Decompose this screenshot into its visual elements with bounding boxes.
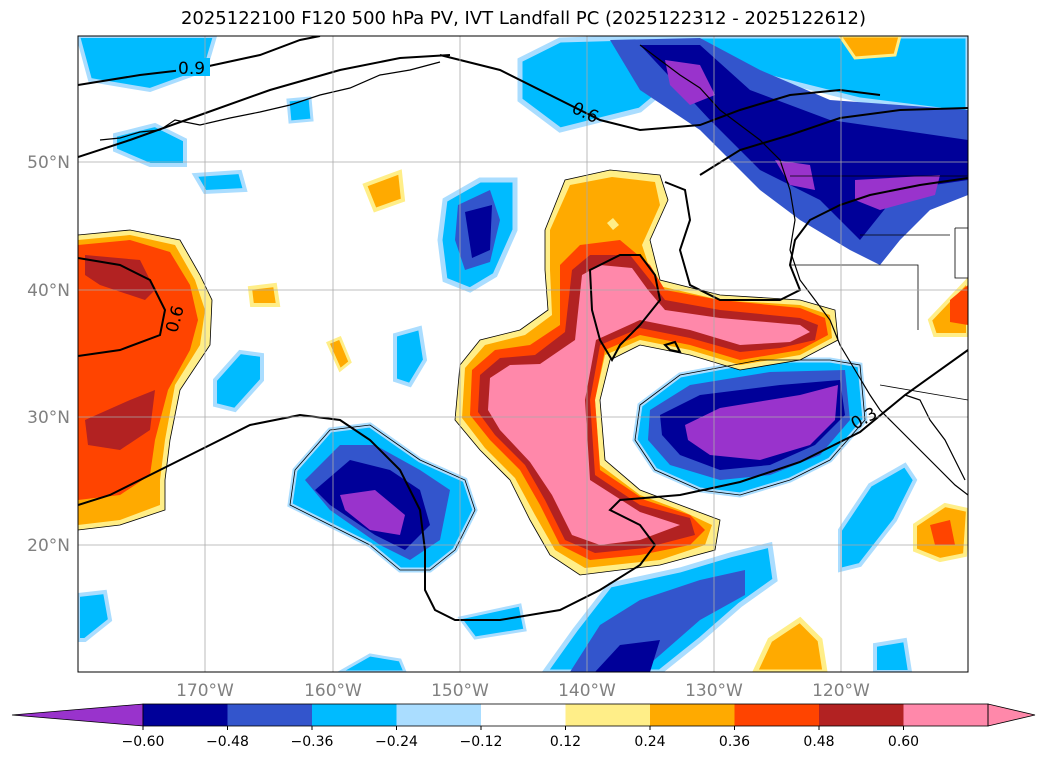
colorbar-segment — [396, 704, 482, 726]
pv-contour-outlines — [78, 169, 866, 576]
gridlines — [78, 36, 968, 672]
colorbar: −0.60 −0.48 −0.36 −0.24 −0.12 0.12 0.24 0.36 0.4… — [11, 703, 1036, 750]
colorbar-segment — [819, 704, 904, 726]
map-title: 2025122100 F120 500 hPa PV, IVT Landfall… — [180, 8, 867, 29]
state-borders — [790, 175, 968, 401]
colorbar-tick-label: 0.36 — [719, 734, 750, 750]
lat-label: 40°N — [27, 281, 70, 301]
colorbar-segment — [312, 704, 397, 726]
lon-label: 120°W — [812, 681, 870, 701]
lon-label: 170°W — [176, 681, 234, 701]
colorbar-tick-label: −0.36 — [291, 734, 334, 750]
colorbar-segment — [565, 704, 651, 726]
colorbar-segment — [650, 704, 735, 726]
colorbar-extend-high — [987, 703, 1036, 727]
lat-labels: 50°N 40°N 30°N 20°N — [27, 153, 70, 556]
colorbar-tick-label: 0.48 — [803, 734, 834, 750]
plot-frame — [77, 35, 969, 673]
colorbar-tick-label: −0.48 — [206, 734, 249, 750]
lon-label: 160°W — [304, 681, 362, 701]
lat-label: 20°N — [27, 536, 70, 556]
colorbar-segment — [481, 704, 566, 726]
colorbar-tick-label: 0.12 — [550, 734, 581, 750]
lon-label: 130°W — [685, 681, 743, 701]
colorbar-tick-label: −0.12 — [460, 734, 503, 750]
lat-label: 30°N — [27, 408, 70, 428]
pv-field — [78, 36, 968, 672]
colorbar-extend-low — [11, 703, 144, 727]
lon-label: 140°W — [558, 681, 616, 701]
colorbar-tick-label: 0.60 — [888, 734, 919, 750]
lon-label: 150°W — [431, 681, 489, 701]
contour-label: 0.9 — [178, 59, 205, 79]
colorbar-tick-label: −0.60 — [122, 734, 165, 750]
colorbar-tick-label: 0.24 — [634, 734, 665, 750]
colorbar-segment — [734, 704, 820, 726]
colorbar-segment — [903, 704, 989, 726]
lat-label: 50°N — [27, 153, 70, 173]
colorbar-segment — [227, 704, 313, 726]
lon-labels: 170°W 160°W 150°W 140°W 130°W 120°W — [176, 681, 870, 701]
colorbar-tick-label: −0.24 — [375, 734, 418, 750]
colorbar-segment — [143, 704, 228, 726]
